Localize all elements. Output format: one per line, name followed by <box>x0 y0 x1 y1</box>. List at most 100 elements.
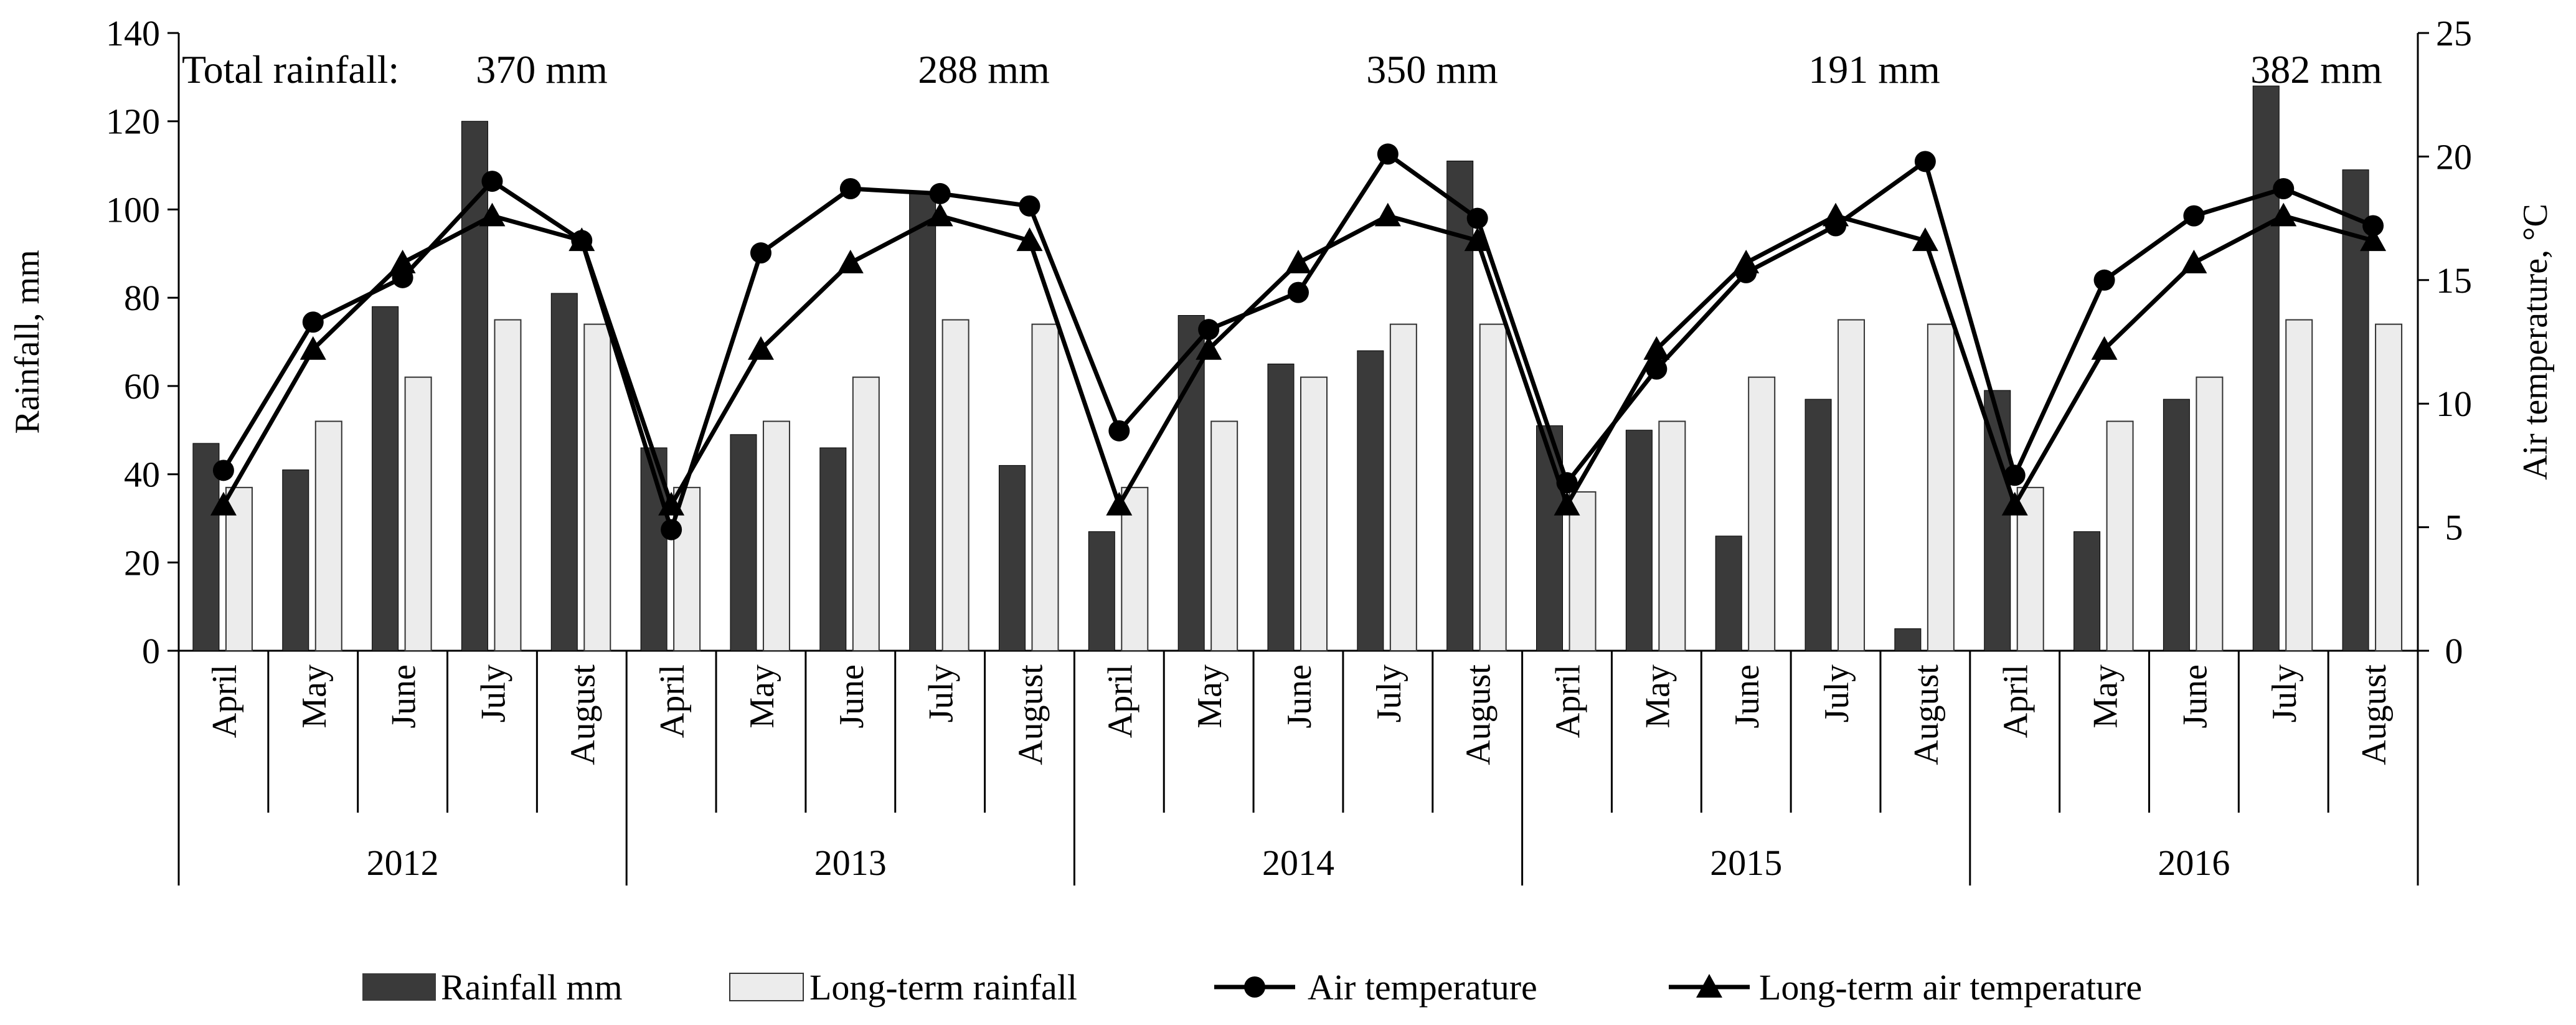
legend-rainfall-swatch <box>362 973 436 1001</box>
lines <box>210 143 2387 541</box>
rainfall-bar <box>1177 314 1205 651</box>
month-label: July <box>1370 664 1408 722</box>
long-term-rainfall-bar <box>1300 376 1328 652</box>
month-label: July <box>922 664 961 722</box>
air-temperature-marker <box>929 182 951 204</box>
total-rainfall-label: Total rainfall: <box>182 47 399 92</box>
month-label: May <box>1191 664 1229 729</box>
rainfall-bar <box>730 434 757 651</box>
month-label: May <box>743 664 781 729</box>
long-term-rainfall-bar <box>941 319 970 651</box>
rainfall-bar <box>1805 399 1832 651</box>
rainfall-bar <box>1357 350 1384 651</box>
left-y-tick-label: 60 <box>124 366 160 407</box>
total-rainfall-value: 350 mm <box>1366 47 1498 92</box>
long-term-rainfall-bar <box>1748 376 1776 652</box>
long-term-air-temperature-marker <box>1196 336 1222 360</box>
long-term-rainfall-bar <box>494 319 522 651</box>
rainfall-bar <box>2252 85 2280 651</box>
left-y-tick-label: 100 <box>106 189 160 230</box>
legend-long-term-temperature-label: Long-term air temperature <box>1759 967 2142 1008</box>
rainfall-bar <box>2074 531 2101 651</box>
air-temperature-marker <box>661 519 682 541</box>
long-term-rainfall-bar <box>1838 319 1866 651</box>
month-label: April <box>1101 664 1139 738</box>
long-term-air-temperature-marker <box>1106 491 1133 516</box>
year-label: 2013 <box>814 843 887 883</box>
right-y-tick-label: 10 <box>2436 384 2472 424</box>
rainfall-bar <box>1715 536 1742 651</box>
air-temperature-marker <box>2273 177 2295 199</box>
legend-rainfall-label: Rainfall mm <box>441 967 623 1008</box>
long-term-air-temperature-marker <box>2360 227 2387 252</box>
long-term-air-temperature-marker <box>2001 491 2028 516</box>
long-term-rainfall-bar <box>1569 491 1597 652</box>
right-y-tick-label: 5 <box>2445 508 2463 548</box>
month-label: August <box>564 664 602 765</box>
year-label: 2016 <box>2158 843 2230 883</box>
rainfall-bar <box>2342 169 2369 651</box>
air-temperature-marker <box>302 311 324 333</box>
air-temperature-marker <box>1019 195 1040 217</box>
air-temperature-marker <box>212 460 234 481</box>
total-rainfall-value: 382 mm <box>2250 47 2382 92</box>
long-term-rainfall-bar <box>2196 376 2224 652</box>
legend-air-temperature-label: Air temperature <box>1308 967 1537 1008</box>
month-label: June <box>833 664 871 729</box>
long-term-air-temperature-marker <box>1643 336 1670 360</box>
long-term-air-temperature-marker <box>210 491 237 516</box>
long-term-air-temperature-marker <box>300 336 326 360</box>
long-term-air-temperature-marker <box>1016 227 1043 252</box>
long-term-rainfall-bar <box>2375 323 2403 651</box>
total-rainfall-value: 191 mm <box>1808 47 1940 92</box>
legend-long-term-rainfall-label: Long-term rainfall <box>809 967 1077 1008</box>
rainfall-bar <box>1267 363 1295 651</box>
long-term-rainfall-bar <box>314 420 342 651</box>
long-term-air-temperature-marker <box>1912 227 1938 252</box>
labels: 0 20 40 60 80 100 120 140 0 5 10 15 20 25 Rainfall, mm… <box>8 13 2555 883</box>
long-term-rainfall-bar <box>2106 420 2134 651</box>
rainfall-bar <box>550 293 578 651</box>
air-temperature-marker <box>1825 215 1847 237</box>
air-temperature-marker <box>2004 465 2026 486</box>
month-label: July <box>1818 664 1856 722</box>
long-term-rainfall-bar <box>1658 420 1686 651</box>
month-label: August <box>1011 664 1050 765</box>
year-label: 2015 <box>1710 843 1782 883</box>
rainfall-bar <box>1894 628 1922 651</box>
month-label: August <box>1907 664 1946 765</box>
air-temperature-marker <box>1914 151 1936 172</box>
rainfall-bar <box>192 443 220 651</box>
long-term-rainfall-bar <box>1210 420 1238 651</box>
air-temperature-marker <box>1377 143 1399 165</box>
left-axis-title: Rainfall, mm <box>8 250 47 434</box>
month-label: June <box>1280 664 1319 729</box>
air-temperature-marker <box>571 230 593 252</box>
long-term-air-temperature-marker <box>927 202 953 227</box>
long-term-air-temperature-marker <box>2091 336 2118 360</box>
air-temperature-marker <box>1288 281 1309 303</box>
air-temperature-marker <box>481 171 503 192</box>
left-y-tick-label: 140 <box>106 13 160 54</box>
long-term-air-temperature-marker <box>2181 250 2207 273</box>
total-rainfall-value: 370 mm <box>476 47 608 92</box>
long-term-rainfall-bar <box>1479 323 1507 651</box>
right-y-tick-label: 20 <box>2436 136 2472 177</box>
left-y-tick-label: 20 <box>124 542 160 583</box>
month-label: May <box>1638 664 1677 729</box>
long-term-air-temperature-marker <box>1464 227 1491 252</box>
long-term-rainfall-bar <box>2285 319 2313 651</box>
month-label: April <box>1549 664 1588 738</box>
air-temperature-marker <box>1198 319 1220 341</box>
right-y-tick-label: 25 <box>2436 13 2472 54</box>
rainfall-bar <box>1446 160 1474 651</box>
rainfall-bar <box>1625 430 1653 651</box>
legend-long-term-rainfall-swatch <box>729 973 804 1001</box>
air-temperature-marker <box>1108 420 1130 442</box>
month-label: July <box>474 664 512 722</box>
right-y-tick-label: 15 <box>2436 260 2472 301</box>
legend-long-term-temperature-marker <box>1696 974 1722 998</box>
long-term-air-temperature-marker <box>1554 491 1580 516</box>
month-label: June <box>2176 664 2214 729</box>
